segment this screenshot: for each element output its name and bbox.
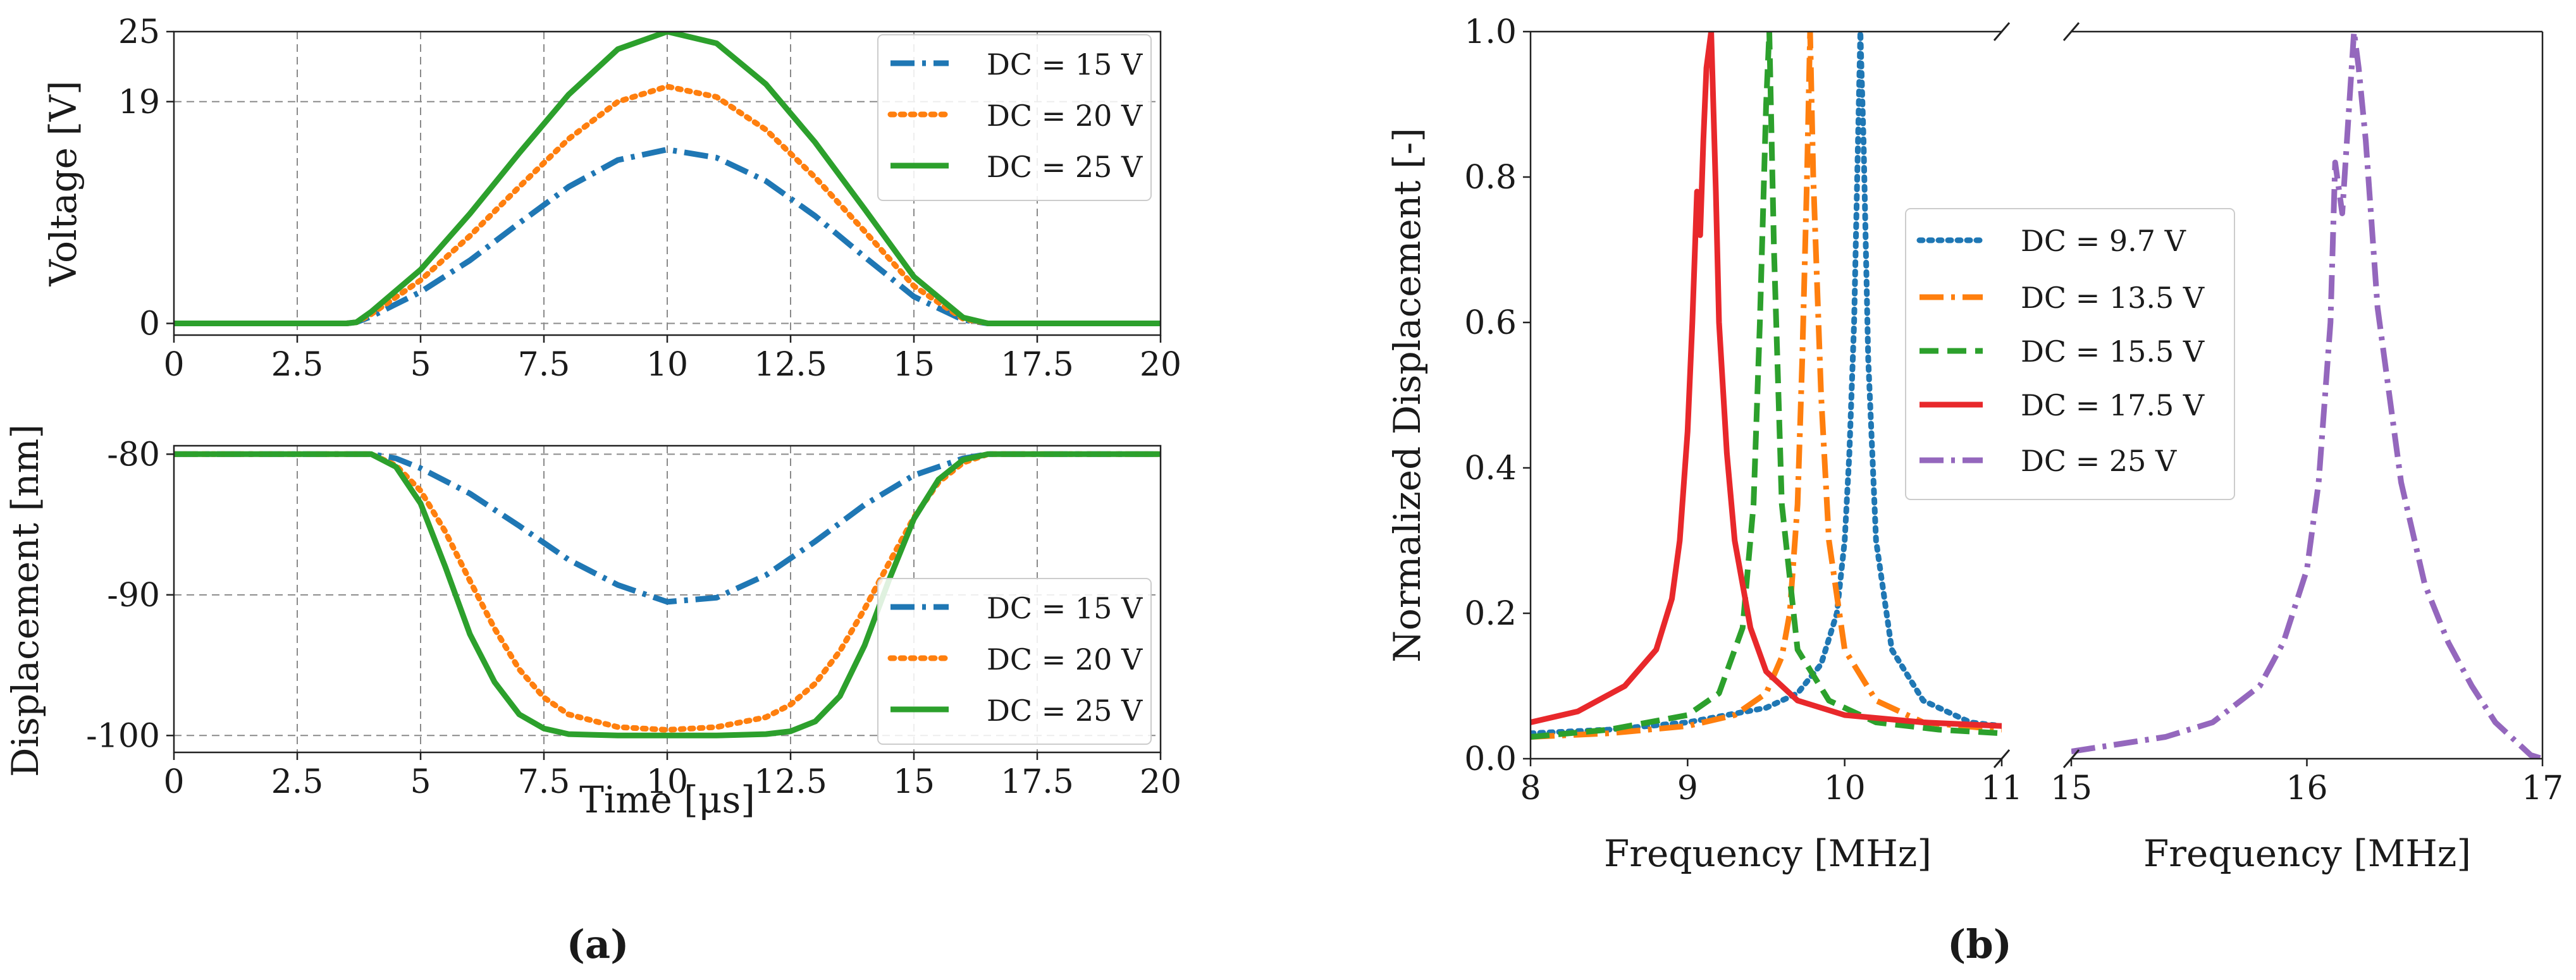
displacement-y-tick-label: -90 [107,577,160,615]
displacement-chart: 0 2.5 5 7.5 10 12.5 15 17.5 20 -80 -90 -100 Displa… [4,424,1181,821]
frequency-y-tick-label: 0.0 [1464,740,1517,778]
frequency-x-tick-label: 16 [2286,769,2327,807]
frequency-y-tick-label: 0.4 [1464,450,1517,487]
frequency-series-dc-25-v [2071,32,2542,759]
frequency-series-right [2071,32,2542,759]
frequency-x-tick-label: 17 [2522,769,2563,807]
frequency-y-ticks: 0.0 0.2 0.4 0.6 0.8 1.0 [1464,13,1531,778]
frequency-y-label: Normalized Displacement [-] [1386,128,1429,663]
displacement-x-tick-label: 15 [893,763,935,801]
frequency-series-dc-13-5-v [1531,32,2002,740]
displacement-series [174,451,1161,738]
displacement-x-tick-label: 12.5 [754,763,827,801]
voltage-x-tick-label: 15 [893,346,935,384]
displacement-series-dc-25-v [174,451,1161,738]
voltage-series [174,32,1161,326]
displacement-x-tick-label: 5 [410,763,431,801]
voltage-x-tick-label: 5 [410,346,431,384]
voltage-x-tick-label: 12.5 [754,346,827,384]
voltage-legend-label-15v: DC = 15 V [987,47,1143,82]
frequency-x-ticks: 8 9 10 11 15 16 17 [1520,759,2563,807]
displacement-y-tick-label: -100 [86,717,160,755]
displacement-series-dc-15-v [174,451,1161,605]
displacement-x-tick-label: 20 [1140,763,1181,801]
displacement-x-tick-label: 17.5 [1001,763,1074,801]
voltage-y-ticks: 0 19 25 [118,13,174,343]
voltage-y-tick-label: 19 [118,83,160,121]
voltage-legend-label-25v: DC = 25 V [987,150,1143,184]
displacement-x-label: Time [μs] [579,778,755,821]
voltage-y-label: Voltage [V] [42,81,85,287]
frequency-series-left [1531,32,2002,740]
displacement-x-tick-label: 0 [163,763,184,801]
displacement-y-ticks: -80 -90 -100 [86,436,174,755]
voltage-chart: 0 2.5 5 7.5 10 12.5 15 17.5 20 0 19 25 Voltage [V]… [42,13,1181,384]
frequency-legend-label-9-7v: DC = 9.7 V [2021,224,2186,258]
panel-label-a: (a) [567,921,629,967]
voltage-x-tick-label: 10 [646,346,688,384]
voltage-y-tick-label: 25 [118,13,160,51]
voltage-legend-label-20v: DC = 20 V [987,99,1143,133]
voltage-x-tick-label: 0 [163,346,184,384]
displacement-legend-box [877,578,1152,745]
displacement-legend-label-15v: DC = 15 V [987,591,1143,625]
break-mark-top-left [1993,22,2011,41]
displacement-y-label: Displacement [nm] [4,424,47,777]
frequency-x-tick-label: 9 [1677,769,1698,807]
frequency-series-dc-15-5-v [1531,32,2002,740]
frequency-y-tick-label: 0.6 [1464,304,1517,342]
displacement-x-tick-label: 2.5 [271,763,324,801]
frequency-y-tick-label: 0.8 [1464,159,1517,197]
frequency-x-tick-label: 8 [1520,769,1541,807]
panel-label-b: (b) [1947,921,2012,967]
frequency-x-tick-label: 10 [1824,769,1866,807]
frequency-legend: DC = 9.7 V DC = 13.5 V DC = 15.5 V DC = … [1905,208,2235,500]
voltage-x-tick-label: 2.5 [271,346,324,384]
frequency-legend-box [1905,208,2235,500]
displacement-legend-label-25v: DC = 25 V [987,694,1143,728]
voltage-legend-box [877,34,1152,201]
frequency-right-x-label: Frequency [MHz] [2143,832,2471,875]
frequency-series-dc-9-7-v [1531,32,2002,737]
displacement-y-tick-label: -80 [107,436,160,474]
displacement-x-ticks: 0 2.5 5 7.5 10 12.5 15 17.5 20 [163,752,1181,801]
voltage-legend: DC = 15 V DC = 20 V DC = 25 V [877,34,1152,201]
frequency-series-dc-17-5-v [1531,32,2002,729]
voltage-x-tick-label: 20 [1140,346,1181,384]
displacement-x-tick-label: 10 [646,763,688,801]
frequency-chart: 8 9 10 11 15 16 17 0.0 0.2 0.4 0.6 0.8 1.0 Normaliz… [1386,13,2563,875]
displacement-x-tick-label: 7.5 [518,763,570,801]
frequency-y-tick-label: 1.0 [1464,13,1517,51]
frequency-y-tick-label: 0.2 [1464,595,1517,633]
frequency-legend-label-15-5v: DC = 15.5 V [2021,334,2205,369]
frequency-legend-label-13-5v: DC = 13.5 V [2021,281,2205,315]
voltage-y-tick-label: 0 [139,305,160,343]
displacement-legend: DC = 15 V DC = 20 V DC = 25 V [877,578,1152,745]
voltage-x-tick-label: 7.5 [518,346,570,384]
displacement-legend-label-20v: DC = 20 V [987,642,1143,677]
voltage-x-ticks: 0 2.5 5 7.5 10 12.5 15 17.5 20 [163,335,1181,384]
break-mark-top-right [2062,22,2080,41]
frequency-x-tick-label: 15 [2050,769,2092,807]
voltage-series-dc-25-v [174,32,1161,326]
frequency-legend-label-25v: DC = 25 V [2021,444,2177,478]
frequency-x-tick-label: 11 [1981,769,2023,807]
frequency-left-x-label: Frequency [MHz] [1604,832,1932,875]
voltage-x-tick-label: 17.5 [1001,346,1074,384]
frequency-legend-label-17-5v: DC = 17.5 V [2021,388,2205,422]
